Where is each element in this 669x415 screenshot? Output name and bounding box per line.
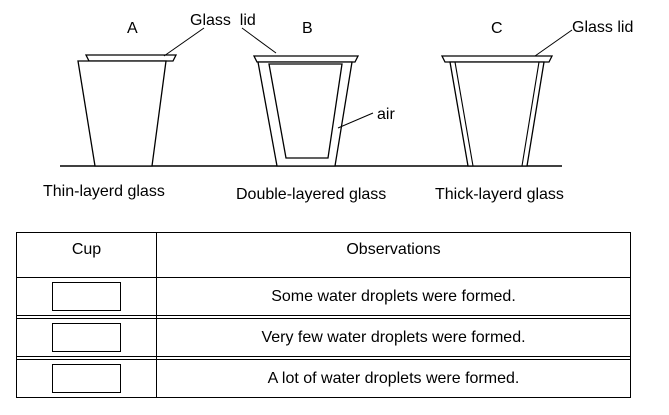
observation-cell: Some water droplets were formed. (156, 277, 631, 316)
cup-c (440, 55, 554, 167)
cup-b-lid (252, 55, 360, 63)
lid-leader-c (534, 29, 573, 57)
cup-a-body (77, 60, 167, 167)
header-observations: Observations (156, 232, 631, 278)
table-row: Very few water droplets were formed. (16, 318, 631, 357)
cup-c-lid (440, 55, 554, 63)
cup-a (77, 54, 178, 167)
cup-b-caption: Double-layered glass (236, 186, 386, 203)
answer-box[interactable] (52, 364, 121, 393)
table-row: Some water droplets were formed. (16, 277, 631, 316)
cup-answer-cell (16, 359, 157, 398)
table-row: A lot of water droplets were formed. (16, 359, 631, 398)
table-header-row: Cup Observations (16, 232, 631, 278)
observation-cell: Very few water droplets were formed. (156, 318, 631, 357)
air-label: air (377, 106, 395, 123)
cup-c-letter: C (491, 20, 503, 37)
glass-lid-label-right: Glass lid (572, 19, 633, 36)
cups-diagram: A B C Glass lid Glass lid air Thin-layer… (43, 12, 633, 203)
air-leader (337, 112, 374, 129)
cup-c-caption: Thick-layerd glass (435, 186, 564, 203)
cup-c-inner-wall (454, 61, 540, 167)
glass-lid-label-left: Glass lid (190, 12, 256, 29)
answer-box[interactable] (52, 323, 121, 352)
answer-box[interactable] (52, 282, 121, 311)
cup-a-letter: A (127, 20, 138, 37)
cup-a-caption: Thin-layerd glass (43, 183, 165, 200)
cup-answer-cell (16, 277, 157, 316)
cup-b-inner-body (268, 63, 343, 159)
cup-b-letter: B (302, 20, 313, 37)
observations-table: Cup Observations Some water droplets wer… (16, 232, 631, 398)
lid-leader-a (163, 27, 205, 57)
lid-leader-b (241, 27, 277, 54)
cup-answer-cell (16, 318, 157, 357)
cup-b (252, 55, 360, 167)
observation-cell: A lot of water droplets were formed. (156, 359, 631, 398)
header-cup: Cup (16, 232, 157, 278)
cup-a-lid (84, 54, 178, 62)
